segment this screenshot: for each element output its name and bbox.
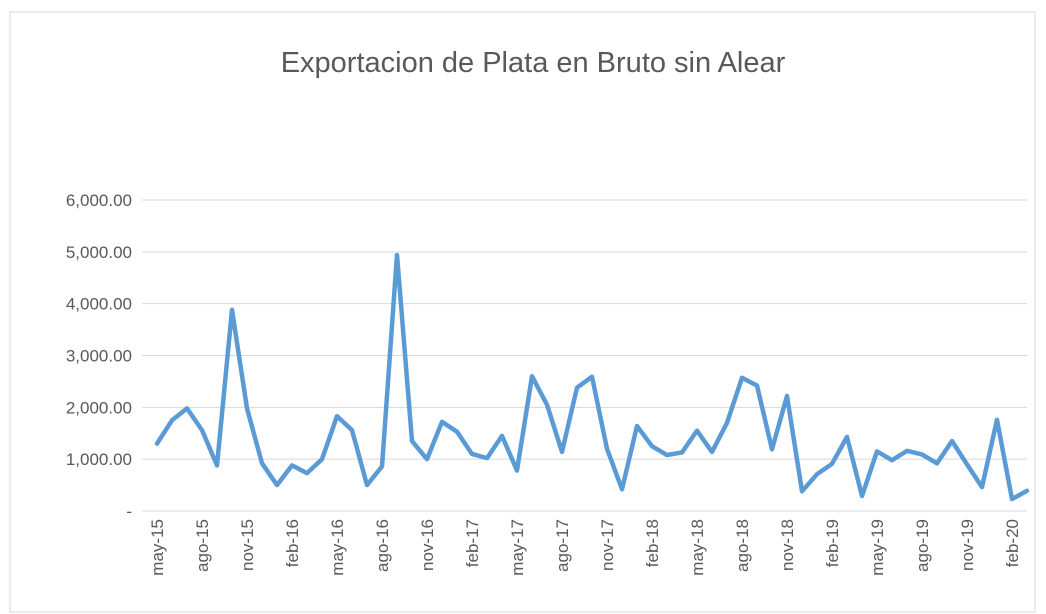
x-tick-label: may-19 [868, 519, 887, 576]
chart-title: Exportacion de Plata en Bruto sin Alear [281, 47, 786, 79]
x-tick-label: nov-17 [598, 519, 617, 571]
x-tick-label: may-16 [328, 519, 347, 576]
x-tick-label: may-15 [148, 519, 167, 576]
x-tick-label: feb-16 [283, 519, 302, 567]
y-tick-label: 3,000.00 [66, 347, 132, 366]
y-tick-label: - [126, 502, 132, 521]
chart-border [9, 11, 1036, 613]
x-tick-label: nov-19 [958, 519, 977, 571]
x-tick-label: ago-16 [373, 519, 392, 572]
y-tick-label: 2,000.00 [66, 398, 132, 417]
x-tick-label: feb-17 [463, 519, 482, 567]
x-tick-label: feb-19 [823, 519, 842, 567]
x-tick-label: nov-16 [418, 519, 437, 571]
y-tick-label: 4,000.00 [66, 295, 132, 314]
x-tick-label: ago-17 [553, 519, 572, 572]
data-line [154, 252, 1030, 502]
x-tick-label: ago-19 [913, 519, 932, 572]
x-tick-label: nov-15 [238, 519, 257, 571]
x-tick-label: nov-18 [778, 519, 797, 571]
x-tick-label: feb-18 [643, 519, 662, 567]
x-tick-label: feb-20 [1003, 519, 1022, 567]
x-tick-label: may-18 [688, 519, 707, 576]
y-tick-label: 5,000.00 [66, 243, 132, 262]
x-tick-label: ago-18 [733, 519, 752, 572]
y-tick-label: 6,000.00 [66, 191, 132, 210]
x-tick-label: ago-15 [193, 519, 212, 572]
y-tick-label: 1,000.00 [66, 450, 132, 469]
x-tick-label: may-17 [508, 519, 527, 576]
